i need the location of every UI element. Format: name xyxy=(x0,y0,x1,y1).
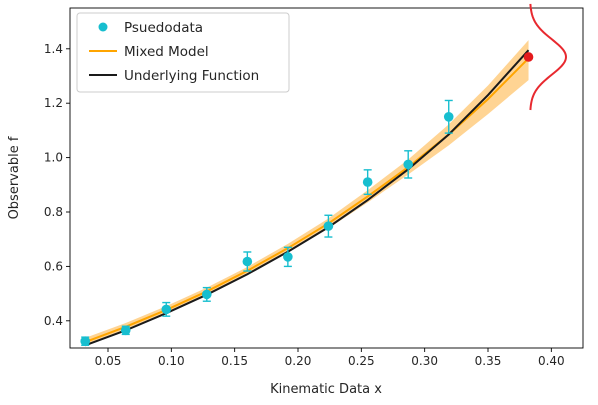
x-tick-label: 0.30 xyxy=(411,354,438,368)
legend: Psuedodata Mixed Model Underlying Functi… xyxy=(76,12,290,93)
distribution-curve xyxy=(529,3,568,111)
legend-marker-psuedodata xyxy=(98,22,108,32)
data-point xyxy=(80,336,90,347)
data-point xyxy=(443,112,454,122)
x-tick-label: 0.40 xyxy=(538,354,565,368)
y-axis-ticks: 0.4 0.6 0.8 1.0 1.2 1.4 xyxy=(44,42,70,328)
legend-label-psuedodata: Psuedodata xyxy=(124,20,203,36)
pseudodata-points-layer xyxy=(80,99,454,347)
legend-label-mixed-model: Mixed Model xyxy=(124,44,209,60)
y-tick-label: 1.4 xyxy=(44,42,63,56)
data-point xyxy=(242,256,253,267)
legend-frame xyxy=(76,12,290,93)
x-axis-ticks: 0.05 0.10 0.15 0.20 0.25 0.30 0.35 0.40 xyxy=(95,348,565,368)
y-tick-label: 1.0 xyxy=(44,151,63,165)
y-tick-label: 0.6 xyxy=(44,259,63,273)
x-tick-label: 0.25 xyxy=(348,354,375,368)
x-tick-label: 0.10 xyxy=(158,354,185,368)
x-tick-label: 0.05 xyxy=(95,354,122,368)
underlying-function-line xyxy=(84,49,530,347)
data-point xyxy=(161,304,172,315)
y-tick-label: 0.4 xyxy=(44,314,63,328)
y-tick-label: 0.8 xyxy=(44,205,63,219)
x-tick-label: 0.35 xyxy=(475,354,502,368)
prediction-layer xyxy=(523,3,568,111)
y-axis-label: Observable f xyxy=(7,136,22,219)
legend-label-underlying-function: Underlying Function xyxy=(124,68,259,84)
data-point xyxy=(403,159,414,170)
data-point xyxy=(362,177,373,187)
y-tick-label: 1.2 xyxy=(44,96,63,110)
x-tick-label: 0.20 xyxy=(285,354,312,368)
x-axis-label: Kinematic Data x xyxy=(270,382,382,397)
data-point xyxy=(202,289,212,300)
series-lines-layer xyxy=(84,49,530,347)
data-point xyxy=(323,221,334,231)
data-point xyxy=(283,252,293,262)
data-point xyxy=(120,325,131,336)
x-tick-label: 0.15 xyxy=(221,354,248,368)
prediction-point xyxy=(523,52,534,62)
